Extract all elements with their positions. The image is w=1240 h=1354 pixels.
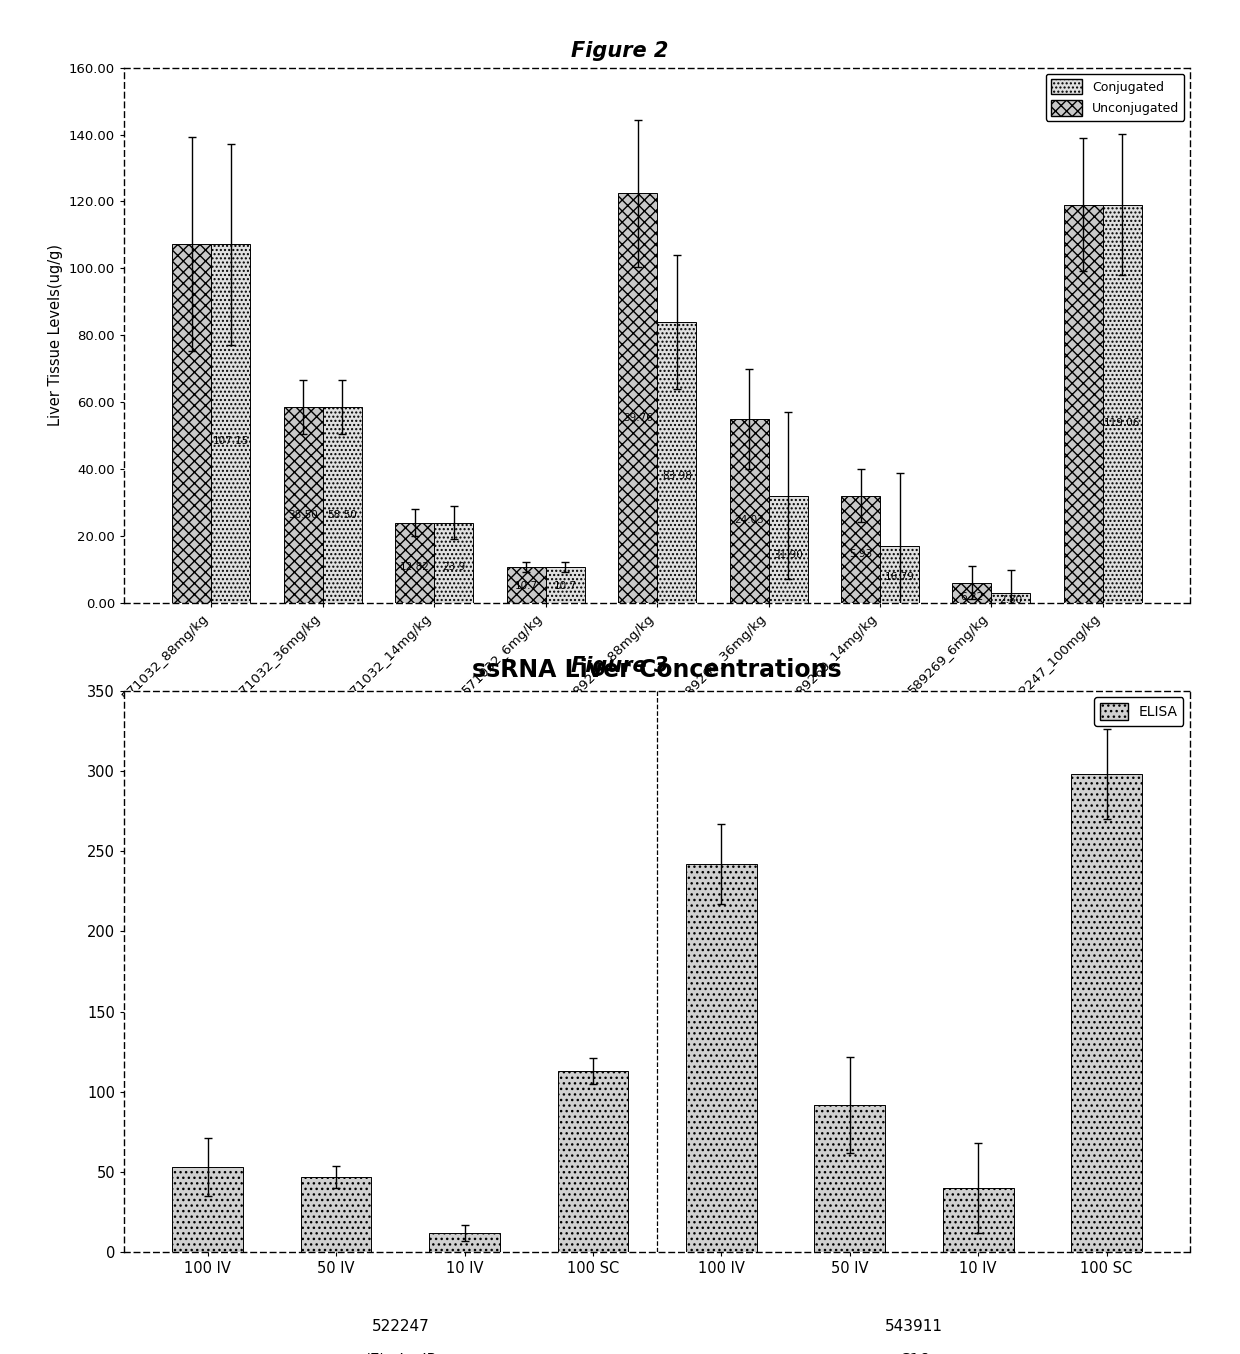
Text: 23.9: 23.9 <box>443 562 465 571</box>
Text: 2.80: 2.80 <box>999 594 1023 605</box>
Legend: ELISA: ELISA <box>1095 697 1183 726</box>
Bar <box>172 1167 243 1252</box>
Text: 10.7: 10.7 <box>515 581 538 592</box>
X-axis label: ASO_Dose: ASO_Dose <box>618 718 697 734</box>
Bar <box>434 523 474 603</box>
Bar <box>657 322 696 603</box>
Bar <box>1102 204 1142 603</box>
Bar <box>1064 204 1102 603</box>
Text: 10.7: 10.7 <box>554 581 577 592</box>
Bar <box>212 244 250 603</box>
Bar <box>952 582 992 603</box>
Bar <box>284 408 322 603</box>
Text: 83.98: 83.98 <box>662 471 692 481</box>
Bar <box>507 567 546 603</box>
Text: 38.50: 38.50 <box>289 509 319 520</box>
Bar <box>880 547 919 603</box>
Text: 119.06: 119.06 <box>1105 418 1141 428</box>
Legend: Conjugated, Unconjugated: Conjugated, Unconjugated <box>1045 74 1184 121</box>
Bar <box>558 1071 629 1252</box>
Bar <box>686 864 756 1252</box>
Text: 543911: 543911 <box>885 1319 942 1334</box>
Text: 5.93: 5.93 <box>849 550 872 559</box>
Text: 522247: 522247 <box>372 1319 429 1334</box>
Bar <box>942 1189 1013 1252</box>
Bar <box>769 496 807 603</box>
Text: 16.79: 16.79 <box>884 573 915 582</box>
Bar <box>1071 774 1142 1252</box>
Text: 31.90: 31.90 <box>774 550 804 559</box>
Text: 39.76: 39.76 <box>622 413 652 424</box>
Bar <box>841 496 880 603</box>
Bar <box>396 523 434 603</box>
Bar <box>546 567 585 603</box>
Bar <box>172 244 212 603</box>
Text: 24.03: 24.03 <box>734 515 764 525</box>
Bar <box>301 1177 372 1252</box>
Bar <box>619 194 657 603</box>
Bar <box>429 1233 500 1252</box>
Text: Figure 3: Figure 3 <box>572 657 668 676</box>
Text: 58.50: 58.50 <box>327 509 357 520</box>
Text: 12.82: 12.82 <box>399 562 430 571</box>
Title: ssRNA Liver Concentrations: ssRNA Liver Concentrations <box>472 658 842 681</box>
Bar <box>729 418 769 603</box>
Bar <box>992 593 1030 603</box>
Text: Figure 2: Figure 2 <box>572 42 668 61</box>
Bar <box>815 1105 885 1252</box>
Bar <box>322 408 362 603</box>
Y-axis label: Liver Tissue Levels(ug/g): Liver Tissue Levels(ug/g) <box>48 244 63 427</box>
Text: 6.22: 6.22 <box>960 592 983 601</box>
Text: 107.15: 107.15 <box>213 436 249 447</box>
